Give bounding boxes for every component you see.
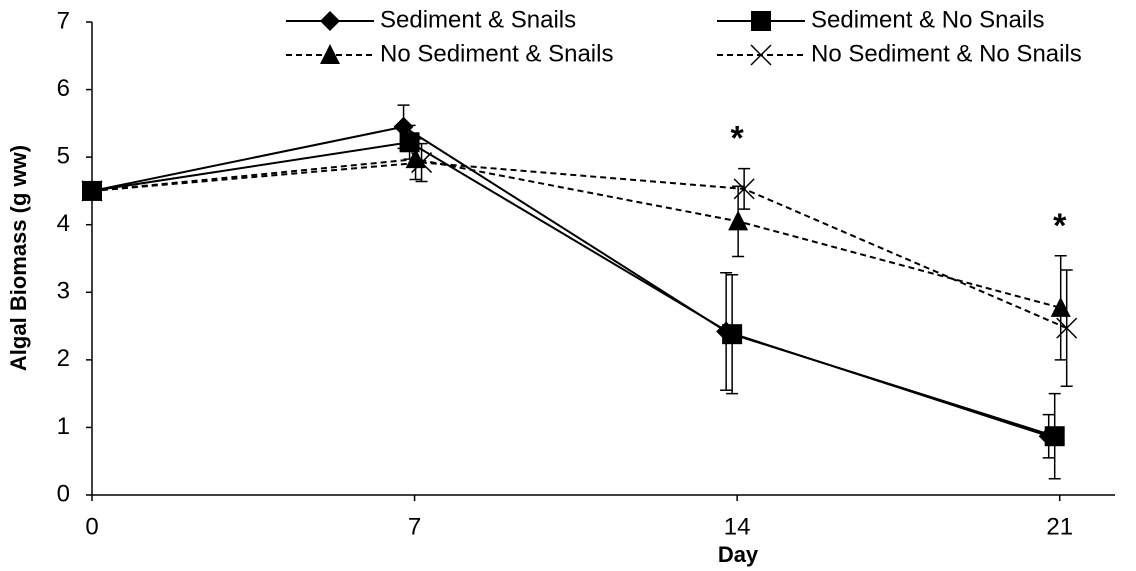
x-tick-label: 14: [724, 513, 751, 540]
marker: [320, 44, 340, 64]
series-line: [91, 141, 1056, 438]
marker: [399, 132, 420, 153]
legend-item: Sediment & Snails: [286, 6, 576, 33]
annotation: *: [731, 120, 745, 158]
legend-item: No Sediment & Snails: [286, 40, 613, 67]
y-tick-label: 2: [57, 345, 70, 372]
marker: [728, 210, 749, 231]
series-line: [91, 161, 1068, 330]
marker: [1044, 426, 1065, 447]
y-tick-label: 6: [57, 75, 70, 102]
legend-label: No Sediment & No Snails: [811, 40, 1082, 67]
marker: [722, 324, 743, 345]
legend-item: Sediment & No Snails: [717, 6, 1044, 33]
marker: [1056, 317, 1078, 339]
y-tick-label: 3: [57, 278, 70, 305]
x-axis-title: Day: [718, 542, 759, 567]
y-tick-label: 7: [57, 7, 70, 34]
y-tick-label: 0: [57, 480, 70, 507]
y-tick-label: 4: [57, 210, 70, 237]
x-tick-label: 21: [1046, 513, 1073, 540]
annotation: *: [1053, 207, 1067, 245]
y-tick-label: 1: [57, 413, 70, 440]
y-tick-label: 5: [57, 142, 70, 169]
series-line: [91, 158, 1061, 309]
legend-item: No Sediment & No Snails: [717, 40, 1082, 67]
marker: [320, 11, 340, 31]
marker: [751, 11, 771, 31]
marker: [750, 44, 772, 66]
marker: [1050, 296, 1071, 317]
x-tick-label: 7: [408, 513, 421, 540]
x-tick-label: 0: [85, 513, 98, 540]
marker: [411, 152, 433, 174]
legend-label: No Sediment & Snails: [380, 40, 613, 67]
legend-label: Sediment & No Snails: [811, 6, 1044, 33]
marker: [733, 178, 755, 200]
legend-label: Sediment & Snails: [380, 6, 576, 33]
marker: [393, 116, 414, 137]
y-axis-title: Algal Biomass (g ww): [6, 145, 31, 371]
marker: [81, 180, 103, 202]
